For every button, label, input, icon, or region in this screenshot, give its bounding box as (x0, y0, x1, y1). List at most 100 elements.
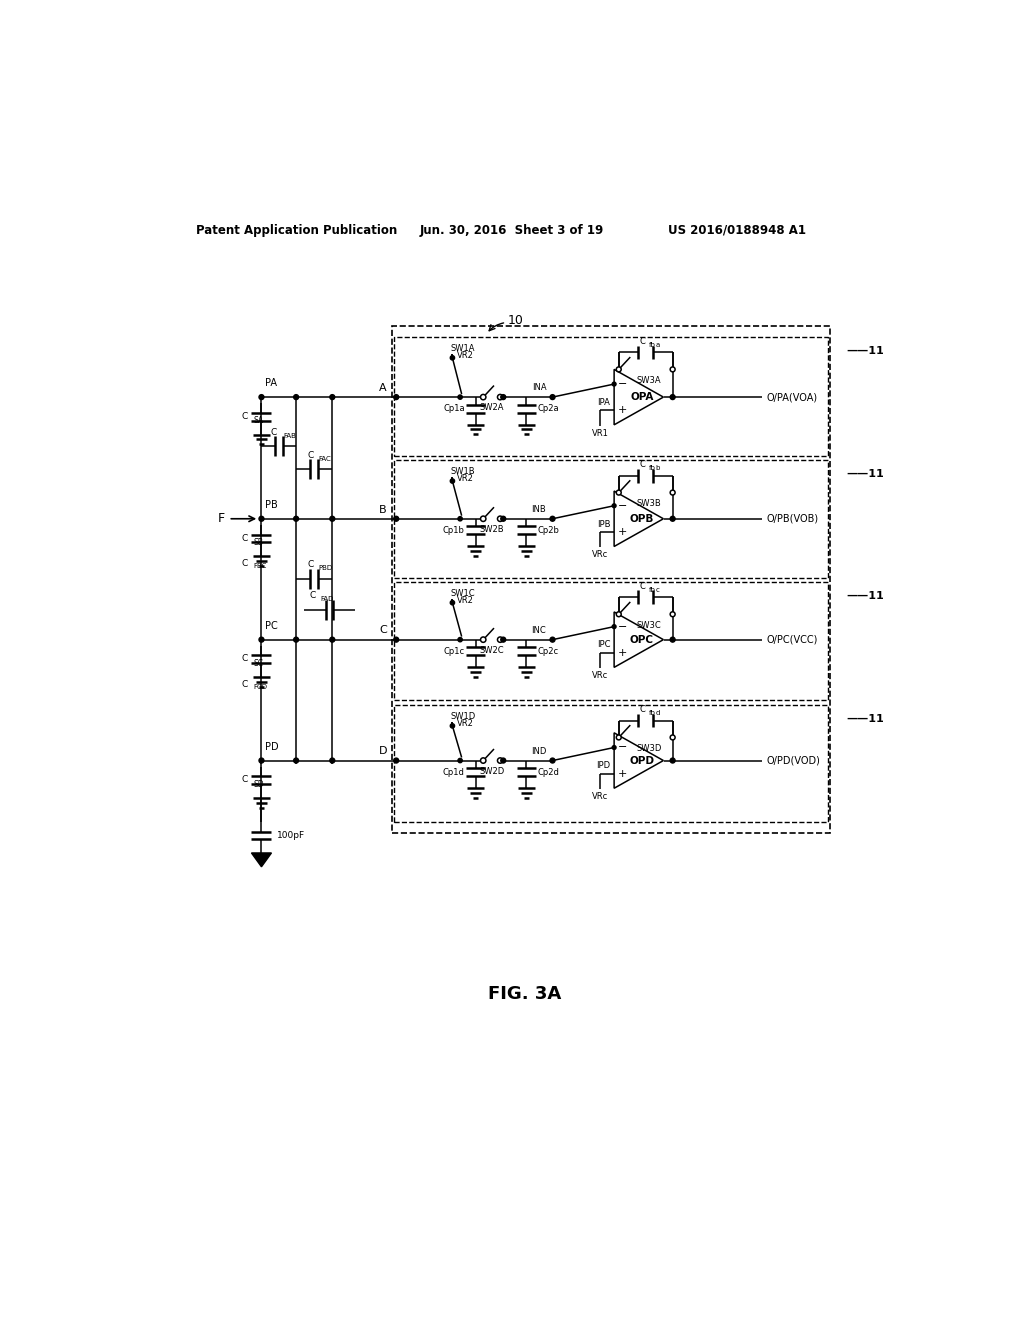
Text: FCD: FCD (254, 684, 267, 690)
Circle shape (616, 735, 622, 741)
Text: IPC: IPC (597, 640, 610, 649)
Text: SC: SC (254, 659, 264, 668)
Text: C: C (242, 775, 248, 784)
Text: FAD: FAD (319, 595, 334, 602)
Bar (394, 582, 828, 700)
Circle shape (458, 759, 462, 763)
Polygon shape (252, 853, 271, 867)
Circle shape (670, 758, 675, 763)
Text: SW2C: SW2C (479, 645, 504, 655)
Circle shape (330, 516, 335, 521)
Text: c: c (655, 586, 659, 593)
Text: SW2A: SW2A (479, 404, 504, 412)
Circle shape (498, 516, 503, 521)
Text: SW3A: SW3A (637, 376, 662, 384)
Text: A: A (379, 383, 387, 393)
Text: IPD: IPD (596, 762, 610, 771)
Text: O/PC(VCC): O/PC(VCC) (767, 635, 818, 644)
Circle shape (670, 735, 675, 741)
Circle shape (330, 638, 335, 642)
Circle shape (451, 479, 455, 483)
Circle shape (550, 395, 555, 400)
Text: D: D (379, 746, 387, 756)
Text: C: C (379, 626, 387, 635)
Text: VR2: VR2 (457, 595, 474, 605)
Text: VR2: VR2 (457, 719, 474, 729)
Circle shape (501, 395, 506, 400)
Text: SW3B: SW3B (636, 499, 662, 508)
Text: ——11: ——11 (847, 346, 885, 356)
Text: +: + (617, 648, 628, 657)
Text: US 2016/0188948 A1: US 2016/0188948 A1 (668, 223, 806, 236)
Text: +: + (617, 768, 628, 779)
Circle shape (480, 758, 486, 763)
Text: B: B (379, 504, 387, 515)
Circle shape (498, 758, 503, 763)
Circle shape (294, 758, 299, 763)
Text: C: C (242, 680, 248, 689)
Text: ——11: ——11 (847, 591, 885, 601)
Circle shape (612, 504, 616, 508)
Text: Cp2a: Cp2a (538, 404, 559, 413)
Text: 10: 10 (508, 314, 523, 326)
Circle shape (670, 516, 675, 521)
Text: VRc: VRc (592, 792, 608, 801)
Text: Cp2d: Cp2d (538, 768, 559, 776)
Text: d: d (655, 710, 660, 715)
Text: VRc: VRc (592, 672, 608, 680)
Text: Cp1b: Cp1b (442, 525, 465, 535)
Circle shape (612, 746, 616, 750)
Text: Cp2b: Cp2b (538, 525, 559, 535)
Text: SD: SD (254, 780, 264, 789)
Text: SW3D: SW3D (636, 743, 662, 752)
Text: PC: PC (264, 620, 278, 631)
Text: FBC: FBC (254, 564, 267, 569)
Text: 100pF: 100pF (276, 830, 305, 840)
Circle shape (670, 611, 675, 616)
Text: PBD: PBD (318, 565, 333, 572)
Polygon shape (614, 733, 664, 788)
Text: ——11: ——11 (847, 469, 885, 479)
Circle shape (451, 601, 455, 605)
Bar (394, 461, 828, 578)
Text: FAC: FAC (318, 455, 331, 462)
Circle shape (259, 638, 264, 642)
Text: C: C (242, 533, 248, 543)
Text: C: C (309, 591, 315, 601)
Bar (394, 705, 828, 822)
Circle shape (670, 395, 675, 400)
Text: SB: SB (254, 539, 263, 546)
Circle shape (394, 395, 398, 400)
Circle shape (670, 490, 675, 495)
Text: O/PB(VOB): O/PB(VOB) (767, 513, 819, 524)
Text: Jun. 30, 2016  Sheet 3 of 19: Jun. 30, 2016 Sheet 3 of 19 (419, 223, 603, 236)
Text: SW1B: SW1B (451, 467, 475, 477)
Circle shape (550, 516, 555, 521)
Circle shape (394, 758, 398, 763)
Text: C: C (242, 412, 248, 421)
Circle shape (294, 395, 299, 400)
Circle shape (616, 490, 622, 495)
Circle shape (451, 723, 455, 729)
Circle shape (550, 638, 555, 642)
Bar (394, 337, 828, 457)
Circle shape (498, 395, 503, 400)
Text: VR1: VR1 (592, 429, 608, 438)
Text: SW1A: SW1A (451, 345, 475, 352)
Text: −: − (617, 500, 628, 511)
Text: VR2: VR2 (457, 474, 474, 483)
Circle shape (394, 638, 398, 642)
Text: fb: fb (649, 342, 655, 347)
Text: C: C (307, 451, 313, 461)
Text: IPB: IPB (597, 520, 610, 528)
Text: b: b (655, 465, 660, 471)
Text: OPD: OPD (630, 755, 654, 766)
Circle shape (259, 758, 264, 763)
Circle shape (616, 367, 622, 372)
Circle shape (451, 355, 455, 360)
Text: F: F (217, 512, 224, 525)
Text: OPC: OPC (630, 635, 654, 644)
Text: +: + (617, 405, 628, 416)
Circle shape (480, 516, 486, 521)
Polygon shape (614, 612, 664, 668)
